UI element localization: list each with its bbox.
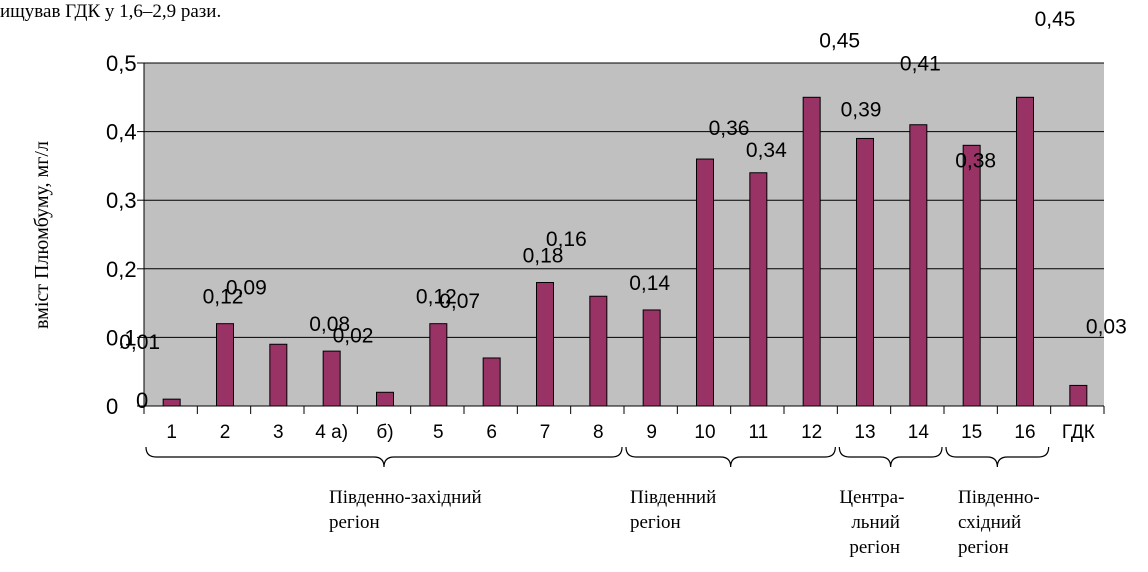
x-category-label: 11 — [748, 422, 768, 443]
bar — [962, 144, 981, 407]
x-category-label: 10 — [694, 422, 715, 443]
data-label: 0,07 — [439, 290, 480, 313]
plot-area — [144, 63, 1104, 406]
x-category-label: 16 — [1014, 422, 1035, 443]
bar — [322, 350, 341, 407]
data-label: 0,02 — [333, 324, 374, 347]
data-label: 0,45 — [819, 29, 860, 52]
regions: Південно-західний регіон Південний регіон Це… — [145, 446, 1050, 558]
y-tick-label: 0,1 — [106, 325, 137, 350]
bar — [482, 357, 501, 407]
region-label: регіон — [329, 512, 380, 533]
region-label: Центра- — [839, 487, 904, 508]
bar — [216, 323, 234, 407]
bar — [696, 158, 714, 407]
x-category-label: 8 — [593, 422, 604, 443]
data-label: 0,08 — [309, 313, 350, 336]
region-label: регіон — [958, 537, 1009, 558]
bar — [162, 398, 181, 407]
y-tick-label: 0,2 — [106, 257, 137, 282]
bar — [1069, 384, 1088, 407]
y-axis-label: вміст Плюмбуму, мг/л — [31, 141, 53, 329]
x-category-label: 4 а) — [315, 422, 348, 443]
region-brace — [945, 446, 1050, 468]
data-label: 0,18 — [523, 245, 564, 268]
bar — [802, 96, 821, 407]
data-label: 0,12 — [416, 286, 457, 309]
region-label: регіон — [630, 512, 681, 533]
bar — [376, 391, 394, 407]
y-tick-label: 0,5 — [106, 51, 137, 76]
region-brace — [838, 446, 943, 468]
bar — [642, 309, 661, 407]
data-label: 0,03 — [1086, 315, 1127, 338]
x-category-label: 12 — [801, 422, 822, 443]
region-label: регіон — [849, 537, 900, 558]
x-category-label: 9 — [646, 422, 657, 443]
region-label: Південно-західний — [329, 487, 482, 508]
data-labels: 0,010,120,090,080,020,120,070,180,160,14… — [119, 8, 1127, 413]
region-label: льний — [851, 512, 900, 533]
data-label: 0,14 — [629, 272, 670, 295]
data-label: 0,34 — [746, 139, 787, 162]
bar — [909, 124, 928, 407]
data-label: 0,01 — [119, 331, 160, 354]
region-label: Південно- — [958, 487, 1040, 508]
x-category-label: 6 — [486, 422, 497, 443]
region-label: Південний — [630, 487, 716, 508]
bar — [1016, 96, 1034, 407]
bars — [162, 96, 1088, 407]
data-label: 0,16 — [546, 228, 587, 251]
y-tick-label: 0,3 — [106, 188, 137, 213]
bar — [749, 172, 768, 407]
data-label: 0,36 — [709, 117, 750, 140]
bar — [589, 295, 608, 407]
y-tick-label: 0,4 — [106, 120, 137, 145]
region-label: східний — [958, 512, 1021, 533]
x-category-label: б) — [376, 422, 393, 443]
x-category-label: 1 — [166, 422, 177, 443]
x-category-label: 2 — [220, 422, 231, 443]
data-label: 0,39 — [841, 98, 882, 121]
x-category-label: 7 — [540, 422, 551, 443]
x-category-label: 5 — [433, 422, 444, 443]
x-category-label: 13 — [854, 422, 875, 443]
y-tick-label: 0 — [106, 394, 118, 419]
x-category-label: 3 — [273, 422, 284, 443]
x-category-label: 15 — [961, 422, 982, 443]
bar — [536, 282, 554, 407]
x-category-label: 14 — [908, 422, 930, 443]
x-category-label: ГДК — [1062, 422, 1095, 443]
data-label: 0,09 — [226, 276, 267, 299]
data-label: 0,41 — [900, 53, 941, 76]
top-text: ищував ГДК у 1,6–2,9 рази. — [0, 1, 221, 22]
origin-zero-label: 0 — [136, 388, 148, 413]
data-label: 0,38 — [955, 149, 996, 172]
region-brace — [145, 446, 623, 468]
bar — [429, 323, 448, 407]
bar — [269, 343, 288, 407]
y-axis-ticks: 0 0,1 0,2 0,3 0,4 0,5 — [106, 51, 145, 419]
data-label: 0,12 — [203, 286, 244, 309]
bar — [856, 137, 874, 407]
data-label: 0,45 — [1035, 8, 1076, 31]
region-brace — [625, 446, 836, 468]
